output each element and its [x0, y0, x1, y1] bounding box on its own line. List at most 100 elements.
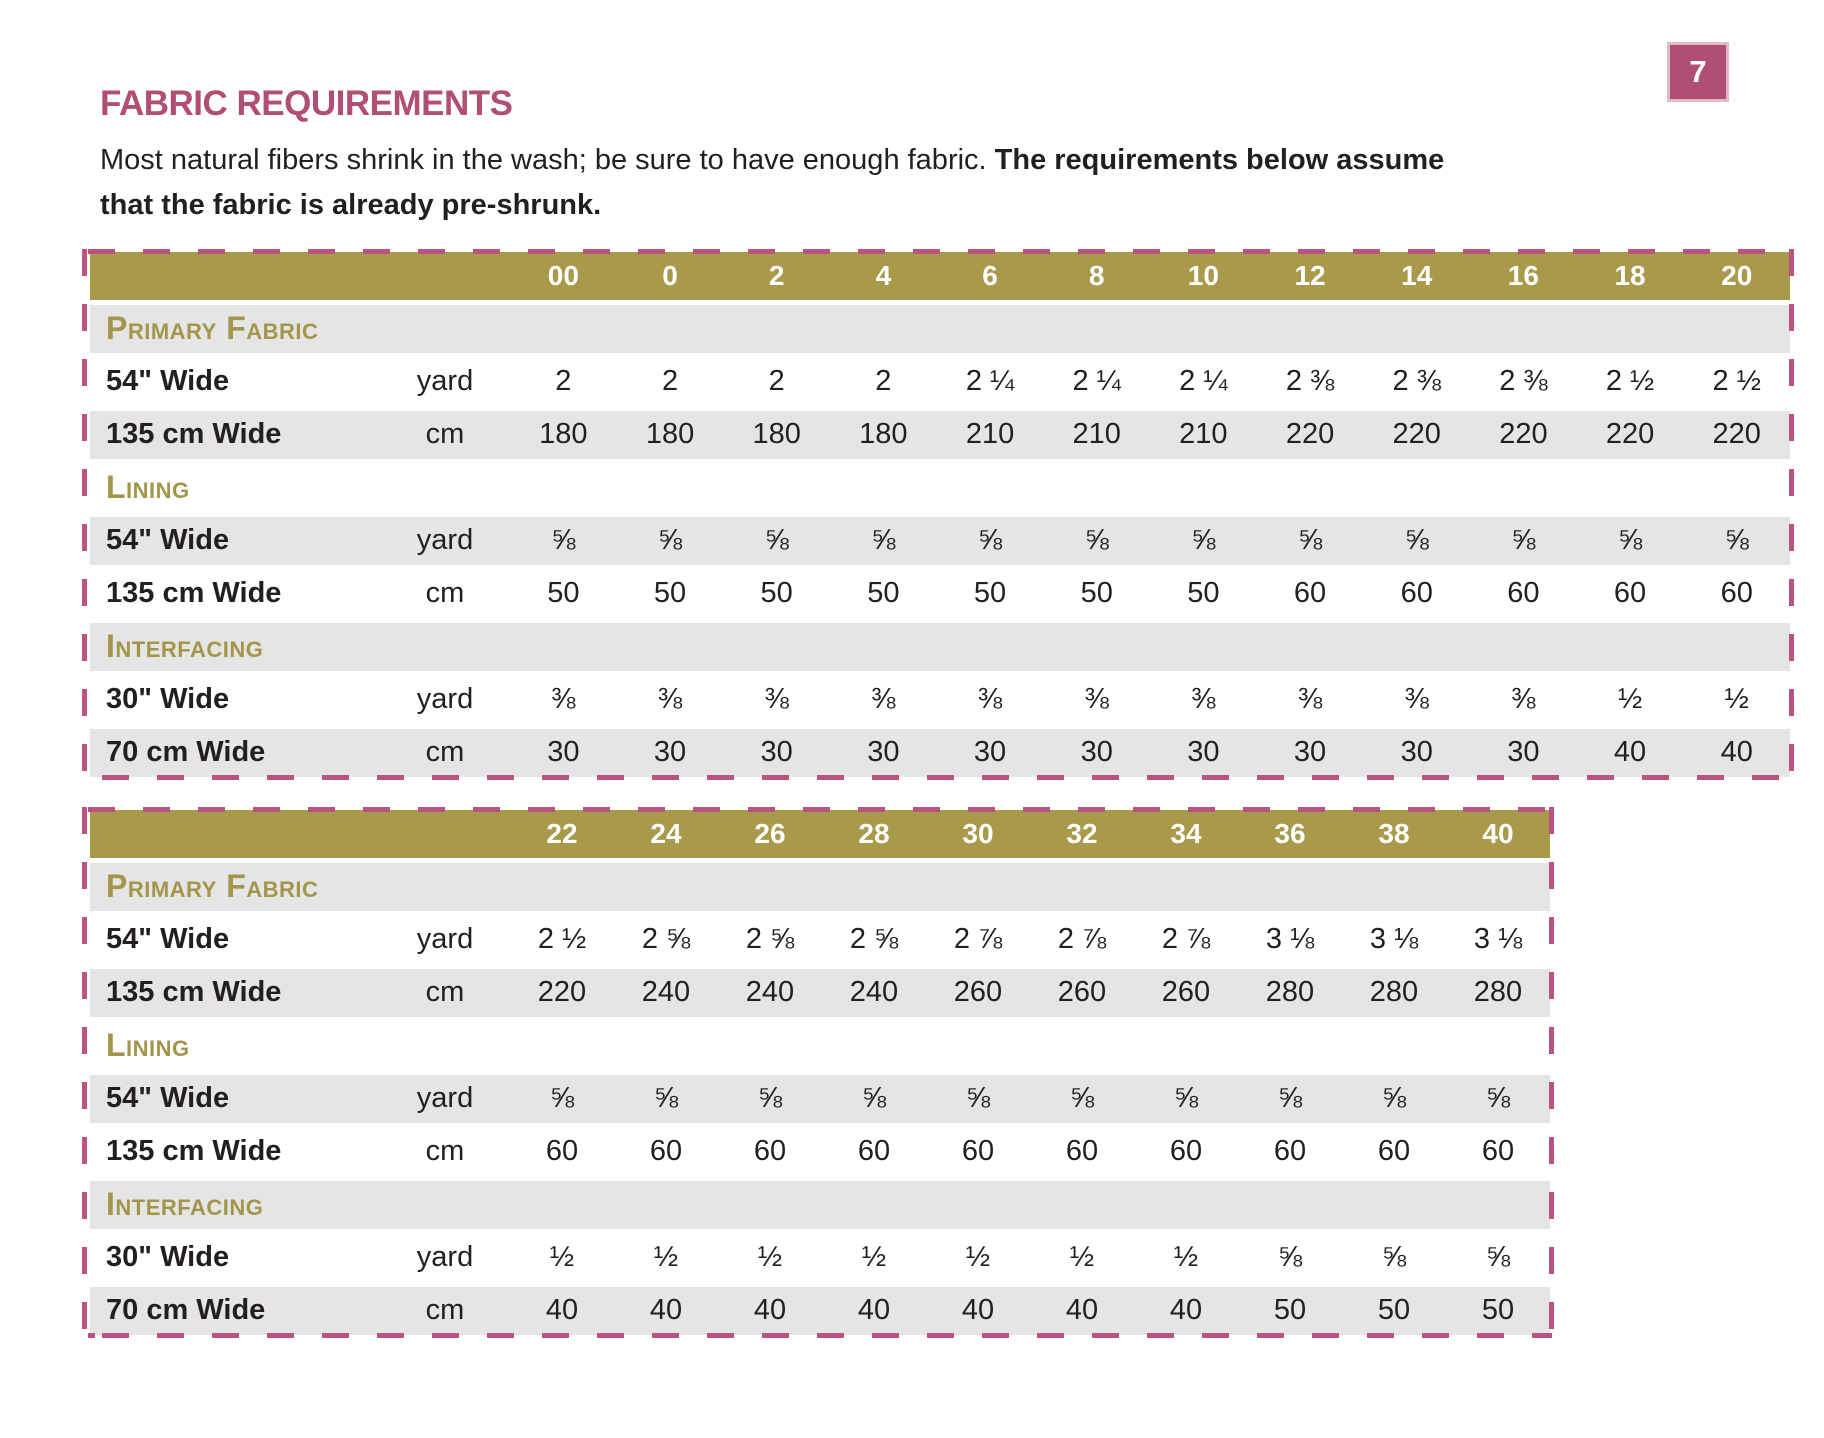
row-label: 135 cm Wide: [106, 577, 282, 610]
value-cell: 60: [857, 1135, 891, 1168]
value-cell: 180: [539, 418, 588, 451]
table-row: 54" Wide yard ⅝ ⅝ ⅝ ⅝ ⅝ ⅝ ⅝ ⅝ ⅝ ⅝: [90, 1074, 1550, 1123]
value-cell: 210: [1072, 418, 1121, 451]
value-cell: ½: [1173, 1241, 1199, 1274]
value-cell: ⅝: [1485, 1082, 1511, 1115]
row-unit: yard: [416, 923, 474, 956]
size-header-cell: 14: [1401, 259, 1433, 291]
value-cell: 50: [1273, 1294, 1307, 1327]
size-header-cell: 40: [1482, 817, 1514, 849]
page-number-badge: 7: [1667, 42, 1729, 102]
value-cell: 240: [641, 976, 691, 1009]
fabric-table-sizes-22-40: 22 24 26 28 30 32 34 36 38 40 Primary Fabric 54" Wi…: [82, 806, 1554, 1338]
table-body: 00 0 2 4 6 8 10 12 14 16 18 20 Primary Fabric 54" Wid…: [90, 251, 1790, 777]
table-row: 30" Wide yard ½ ½ ½ ½ ½ ½ ½ ⅝ ⅝ ⅝: [90, 1233, 1550, 1282]
row-unit: yard: [416, 1241, 474, 1274]
page-content: FABRIC REQUIREMENTS Most natural fibers …: [82, 84, 1794, 1338]
value-cell: 210: [1179, 418, 1228, 451]
value-cell: ⅜: [871, 683, 896, 716]
value-cell: ⅝: [1277, 1241, 1303, 1274]
size-header-cell: 6: [982, 259, 998, 291]
value-cell: 50: [547, 577, 580, 610]
value-cell: ½: [1724, 683, 1749, 716]
value-cell: 30: [973, 736, 1007, 769]
size-header-cell: 26: [754, 817, 786, 849]
value-cell: 30: [1507, 736, 1540, 769]
table-row: 135 cm Wide cm 220 240 240 240 260 260 260 280 280…: [90, 968, 1550, 1017]
value-cell: 40: [961, 1294, 995, 1327]
value-cell: 2 ⅝: [849, 923, 899, 956]
table-row: 135 cm Wide cm 180 180 180 180 210 210 210 220 220…: [90, 410, 1790, 459]
intro-bold-line2: that the fabric is already pre-shrunk.: [100, 188, 602, 221]
value-cell: ⅜: [551, 683, 576, 716]
size-header-cell: 22: [546, 817, 578, 849]
table-row: 135 cm Wide cm 60 60 60 60 60 60 60 60 60 60: [90, 1127, 1550, 1176]
value-cell: 2 ½: [1712, 365, 1761, 398]
size-header-cell: 2: [768, 259, 785, 291]
value-cell: ⅝: [757, 1082, 783, 1115]
value-cell: 60: [1169, 1135, 1203, 1168]
value-cell: 30: [1400, 736, 1433, 769]
value-cell: ½: [1069, 1241, 1095, 1274]
section-label: Primary Fabric: [106, 868, 319, 905]
value-cell: 40: [1613, 736, 1647, 769]
value-cell: 280: [1473, 976, 1523, 1009]
value-cell: ⅜: [1191, 683, 1216, 716]
value-cell: 40: [857, 1294, 891, 1327]
section-band-interfacing: Interfacing: [90, 622, 1790, 671]
value-cell: 260: [953, 976, 1003, 1009]
table-row: 30" Wide yard ⅜ ⅜ ⅜ ⅜ ⅜ ⅜ ⅜ ⅜ ⅜ ⅜ ½ ½: [90, 675, 1790, 724]
table-row: 70 cm Wide cm 40 40 40 40 40 40 40 50 50 50: [90, 1286, 1550, 1335]
value-cell: 60: [961, 1135, 995, 1168]
value-cell: 40: [1720, 736, 1753, 769]
page-number: 7: [1689, 54, 1707, 89]
row-label: 54" Wide: [106, 1082, 230, 1115]
value-cell: ⅜: [977, 683, 1003, 716]
value-cell: 50: [1187, 577, 1220, 610]
value-cell: ⅝: [861, 1082, 887, 1115]
value-cell: 60: [1720, 577, 1753, 610]
section-label: Interfacing: [106, 1186, 264, 1223]
size-header-cell: 12: [1294, 259, 1326, 291]
value-cell: ⅝: [1381, 1241, 1407, 1274]
value-cell: 2: [875, 365, 892, 398]
value-cell: 260: [1161, 976, 1211, 1009]
value-cell: ⅜: [1511, 683, 1536, 716]
row-unit: cm: [425, 1294, 465, 1327]
value-cell: 40: [753, 1294, 787, 1327]
value-cell: ⅝: [1191, 524, 1216, 557]
value-cell: 60: [1613, 577, 1647, 610]
row-unit: cm: [425, 577, 465, 610]
value-cell: ⅜: [1084, 683, 1109, 716]
row-label: 54" Wide: [106, 524, 230, 557]
table-dashed-border-left: [82, 248, 87, 780]
size-header-cell: 28: [858, 817, 890, 849]
row-label: 135 cm Wide: [106, 418, 282, 451]
row-label: 135 cm Wide: [106, 1135, 282, 1168]
value-cell: ⅝: [653, 1082, 679, 1115]
size-header-cell: 00: [547, 259, 579, 291]
fabric-table-sizes-00-20: 00 0 2 4 6 8 10 12 14 16 18 20 Primary Fabric 54" Wid…: [82, 248, 1794, 780]
section-band-lining: Lining: [90, 1021, 1550, 1070]
row-unit: cm: [425, 418, 465, 451]
size-header-cell: 38: [1378, 817, 1410, 849]
size-header-row: 00 0 2 4 6 8 10 12 14 16 18 20: [90, 251, 1790, 300]
value-cell: 240: [745, 976, 795, 1009]
value-cell: ⅝: [1485, 1241, 1511, 1274]
row-label: 54" Wide: [106, 923, 230, 956]
value-cell: 40: [1065, 1294, 1099, 1327]
value-cell: 3 ⅛: [1265, 923, 1315, 956]
value-cell: ⅝: [1297, 524, 1323, 557]
value-cell: ½: [965, 1241, 991, 1274]
value-cell: 2 ⅞: [953, 923, 1003, 956]
table-row: 135 cm Wide cm 50 50 50 50 50 50 50 60 60 60 60 60: [90, 569, 1790, 618]
row-unit: yard: [416, 524, 474, 557]
section-label: Lining: [106, 469, 190, 506]
value-cell: ⅜: [1404, 683, 1429, 716]
row-label: 30" Wide: [106, 1241, 230, 1274]
value-cell: 220: [1499, 418, 1548, 451]
value-cell: 180: [645, 418, 695, 451]
value-cell: ⅝: [965, 1082, 991, 1115]
section-label: Interfacing: [106, 628, 264, 665]
size-header-row: 22 24 26 28 30 32 34 36 38 40: [90, 809, 1550, 858]
